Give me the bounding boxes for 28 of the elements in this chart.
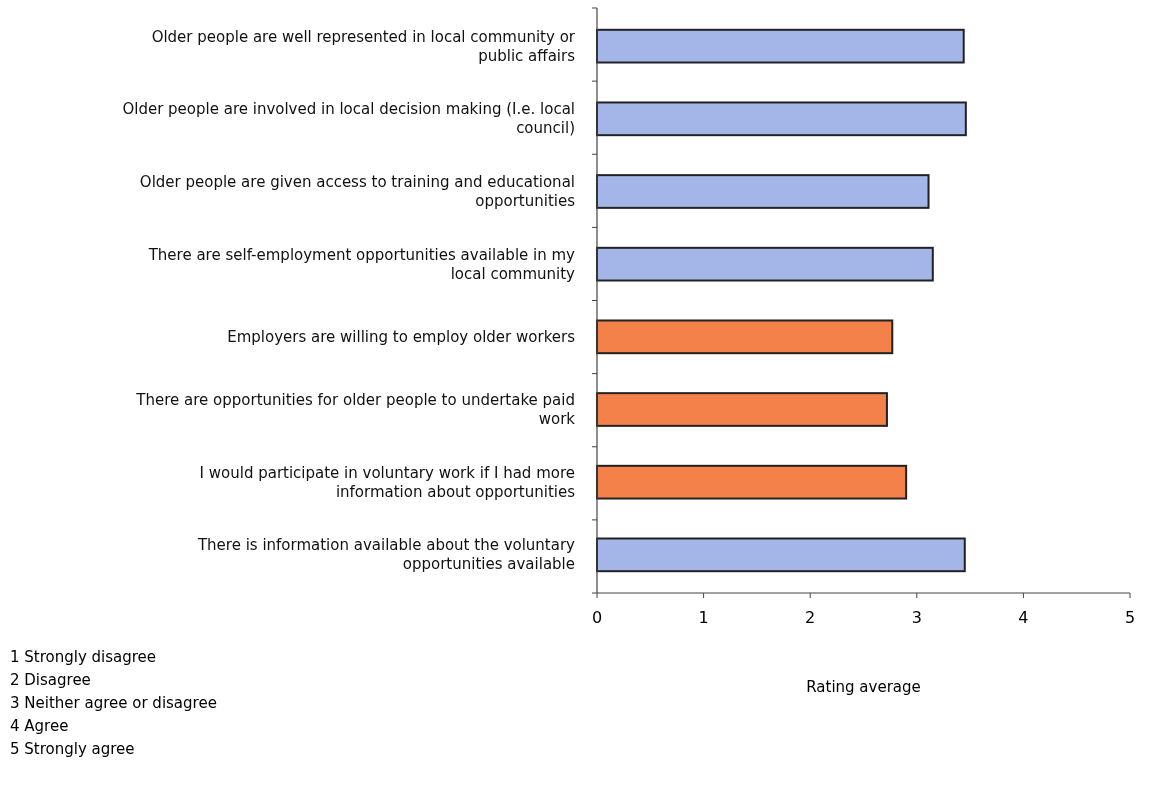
- x-tick-label: 2: [805, 608, 816, 627]
- x-tick-label: 3: [911, 608, 922, 627]
- x-axis-title: Rating average: [806, 678, 921, 696]
- y-tick-label: There are self-employment opportunities available in my local community: [147, 245, 576, 283]
- text: 4 Agree: [10, 717, 69, 735]
- y-tick-label: Older people are involved in local decision making (I.e. local council): [122, 100, 575, 138]
- bar: [596, 464, 908, 500]
- x-tick-label: 5: [1124, 608, 1136, 627]
- bar: [596, 537, 966, 573]
- x-tick-label: 4: [1018, 608, 1029, 627]
- y-tick-label: There is information available about the voluntary opportunities available: [196, 536, 576, 574]
- y-tick-label: Employers are willing to employ older workers: [227, 327, 576, 346]
- bar: [596, 28, 965, 64]
- text: 2 Disagree: [10, 671, 91, 689]
- bar: [596, 319, 894, 355]
- bar: [596, 392, 888, 427]
- text: 5 Strongly agree: [10, 740, 135, 758]
- x-tick-label: 0: [591, 608, 603, 627]
- text: 1 Strongly disagree: [10, 648, 157, 666]
- y-tick-label: I would participate in voluntary work if I had more information about opportunities: [199, 463, 576, 501]
- y-tick-label: There are opportunities for older people to undertake paid work: [135, 391, 576, 429]
- y-tick-label: Older people are well represented in local community or public affairs: [151, 27, 576, 65]
- text: 3 Neither agree or disagree: [10, 694, 217, 712]
- x-tick-label: 1: [698, 608, 709, 627]
- bar: [596, 101, 967, 137]
- bar: [596, 174, 930, 209]
- y-tick-label: Older people are given access to training and educational opportunities: [139, 172, 576, 210]
- bar: [596, 246, 934, 282]
